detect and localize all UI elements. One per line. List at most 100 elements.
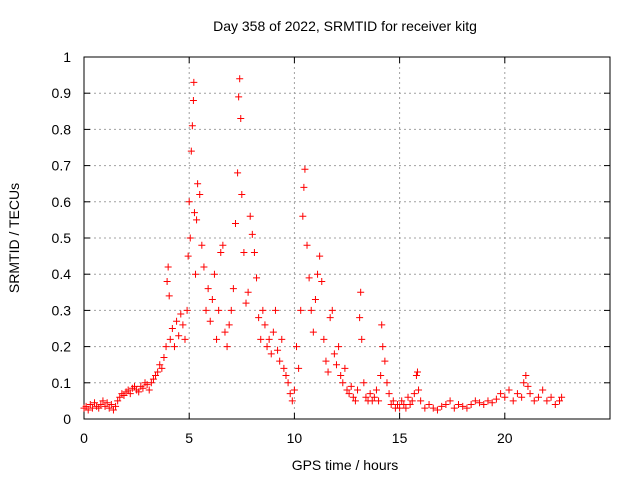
- chart-title: Day 358 of 2022, SRMTID for receiver kit…: [213, 18, 477, 34]
- data-point: [387, 401, 395, 409]
- data-point: [402, 404, 410, 412]
- data-point: [193, 216, 201, 224]
- data-point: [114, 397, 122, 405]
- data-point: [351, 397, 359, 405]
- x-axis-label: GPS time / hours: [292, 457, 399, 473]
- data-point: [253, 274, 261, 282]
- data-point: [156, 361, 164, 369]
- data-point: [415, 386, 423, 394]
- data-point: [219, 241, 227, 249]
- data-point: [213, 335, 221, 343]
- data-point: [154, 368, 162, 376]
- data-point: [505, 386, 513, 394]
- data-point: [278, 335, 286, 343]
- data-point: [463, 404, 471, 412]
- data-point: [163, 277, 171, 285]
- data-point: [398, 397, 406, 405]
- data-point: [147, 379, 155, 387]
- data-point: [116, 393, 124, 401]
- data-point: [166, 335, 174, 343]
- data-point: [290, 386, 298, 394]
- data-point: [190, 78, 198, 86]
- data-point: [124, 386, 132, 394]
- data-point: [261, 321, 269, 329]
- data-point: [330, 350, 338, 358]
- data-point: [255, 314, 263, 322]
- data-point: [492, 395, 500, 403]
- data-point: [476, 399, 484, 407]
- x-tick-label: 5: [185, 430, 193, 446]
- data-point: [318, 277, 326, 285]
- data-point: [192, 270, 200, 278]
- data-point: [244, 288, 252, 296]
- data-point: [543, 397, 551, 405]
- data-point: [149, 375, 157, 383]
- data-point: [408, 397, 416, 405]
- data-point: [259, 306, 267, 314]
- data-point: [501, 393, 509, 401]
- data-point: [173, 317, 181, 325]
- data-point: [303, 241, 311, 249]
- data-point: [459, 402, 467, 410]
- data-point: [345, 390, 353, 398]
- data-point: [126, 390, 134, 398]
- data-point: [484, 397, 492, 405]
- data-point: [558, 393, 566, 401]
- data-point: [433, 406, 441, 414]
- data-point: [425, 401, 433, 409]
- y-tick-label: 0: [63, 411, 71, 427]
- data-point: [377, 372, 385, 380]
- data-point: [288, 397, 296, 405]
- y-tick-label: 0.9: [52, 85, 72, 101]
- data-point: [410, 390, 418, 398]
- data-point: [513, 390, 521, 398]
- data-point: [341, 364, 349, 372]
- data-point: [135, 388, 143, 396]
- data-point: [534, 393, 542, 401]
- data-point: [86, 401, 94, 409]
- data-point: [152, 372, 160, 380]
- data-point: [217, 248, 225, 256]
- y-axis-label: SRMTID / TECUs: [6, 183, 22, 293]
- data-point: [231, 220, 239, 228]
- data-point: [82, 402, 90, 410]
- data-point: [316, 252, 324, 260]
- data-point: [526, 390, 534, 398]
- data-point: [413, 368, 421, 376]
- data-point: [357, 288, 365, 296]
- data-point: [181, 335, 189, 343]
- data-point: [509, 397, 517, 405]
- ticks-layer: 0 5 10 15 20 0 0.1 0.2 0.3 0.4 0.5 0.6 0.7 0.8 0.9 1: [52, 49, 610, 446]
- data-point: [263, 343, 271, 351]
- y-tick-label: 0.7: [52, 158, 72, 174]
- x-tick-label: 10: [287, 430, 303, 446]
- data-points: [80, 75, 566, 414]
- data-point: [271, 306, 279, 314]
- data-point: [551, 401, 559, 409]
- data-point: [293, 343, 301, 351]
- data-point: [187, 147, 195, 155]
- data-point: [339, 379, 347, 387]
- data-point: [200, 263, 208, 271]
- data-point: [520, 379, 528, 387]
- data-point: [530, 397, 538, 405]
- data-point: [107, 401, 115, 409]
- data-point: [225, 321, 233, 329]
- data-point: [547, 393, 555, 401]
- data-point: [417, 397, 425, 405]
- y-tick-label: 0.3: [52, 302, 72, 318]
- data-point: [160, 353, 168, 361]
- data-point: [237, 115, 245, 123]
- data-point: [358, 335, 366, 343]
- data-point: [381, 357, 389, 365]
- data-point: [307, 306, 315, 314]
- y-tick-label: 0.1: [52, 375, 72, 391]
- data-point: [103, 399, 111, 407]
- data-point: [379, 343, 387, 351]
- data-point: [269, 328, 277, 336]
- data-point: [162, 343, 170, 351]
- data-point: [170, 343, 178, 351]
- data-point: [210, 270, 218, 278]
- data-point: [265, 335, 273, 343]
